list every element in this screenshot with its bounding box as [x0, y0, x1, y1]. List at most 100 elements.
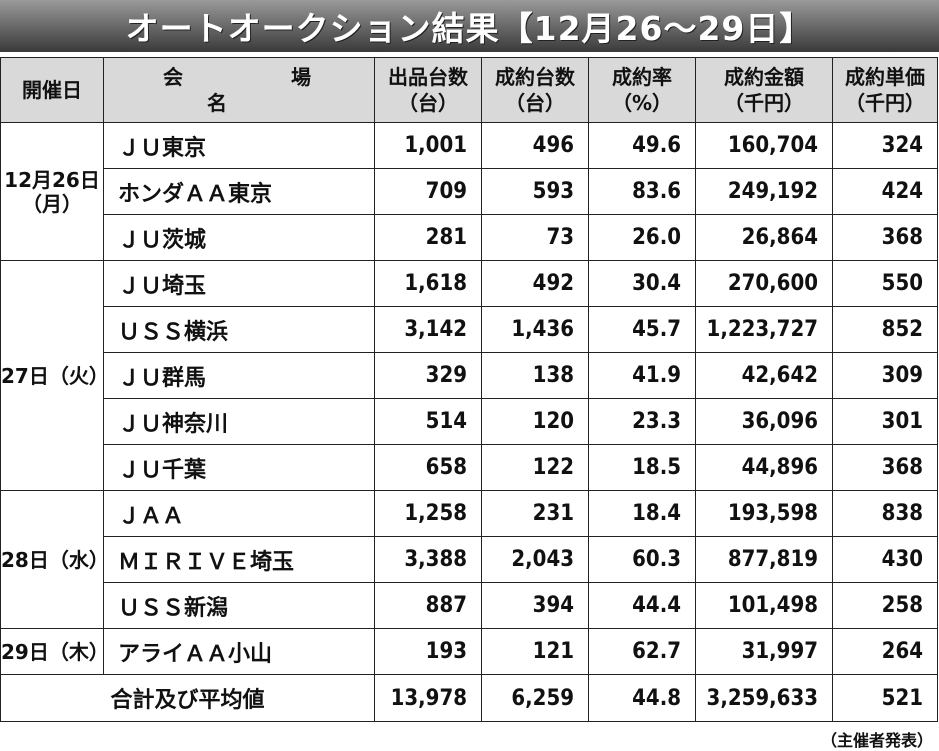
venue-cell: ＪＵ茨城 [103, 214, 375, 261]
page-title: オートオークション結果【12月26～29日】 [125, 9, 814, 48]
header-unit-price: 成約単価 （千円） [832, 57, 938, 123]
amount-cell: 249,192 [695, 168, 833, 215]
table-row: ホンダＡＡ東京 709 593 83.6 249,192 424 [1, 168, 938, 215]
amount-cell: 36,096 [695, 398, 833, 445]
table-row: 12月26日 （月） ＪＵ東京 1,001 496 49.6 160,704 324 [0, 122, 938, 261]
rate-cell: 41.9 [588, 352, 696, 399]
total-amount: 3,259,633 [695, 674, 833, 722]
sold-cell: 231 [481, 490, 589, 537]
table-row: ＵＳＳ横浜 3,142 1,436 45.7 1,223,727 852 [1, 306, 938, 353]
amount-cell: 877,819 [695, 536, 833, 583]
total-unit-price: 521 [832, 674, 938, 722]
source-note: （主催者発表） [820, 731, 933, 750]
date-line: 27日（火） [1, 363, 109, 388]
sold-cell: 1,436 [481, 306, 589, 353]
amount-cell: 101,498 [695, 582, 833, 629]
venue-cell: ＵＳＳ横浜 [103, 306, 375, 353]
unit-price-cell: 838 [832, 490, 938, 537]
total-row: 合計及び平均値 13,978 6,259 44.8 3,259,633 521 [0, 674, 938, 722]
rate-cell: 26.0 [588, 214, 696, 261]
unit-price-cell: 258 [832, 582, 938, 629]
amount-cell: 193,598 [695, 490, 833, 537]
rate-cell: 18.4 [588, 490, 696, 537]
rate-cell: 18.5 [588, 444, 696, 491]
unit-price-cell: 301 [832, 398, 938, 445]
venue-cell: ＭＩＲＩＶＥ埼玉 [103, 536, 375, 583]
sold-cell: 138 [481, 352, 589, 399]
total-rate: 44.8 [588, 674, 696, 722]
listed-cell: 3,388 [374, 536, 482, 583]
venue-cell: ＪＵ群馬 [103, 352, 375, 399]
listed-cell: 514 [374, 398, 482, 445]
table-row: ＪＵ神奈川 514 120 23.3 36,096 301 [1, 398, 938, 445]
unit-price-cell: 368 [832, 444, 938, 491]
unit-price-cell: 309 [832, 352, 938, 399]
amount-cell: 31,997 [695, 628, 833, 675]
venue-cell: ＪＡＡ [103, 490, 375, 537]
listed-cell: 887 [374, 582, 482, 629]
total-listed: 13,978 [374, 674, 482, 722]
header-amount: 成約金額 （千円） [695, 57, 833, 123]
venue-cell: ＵＳＳ新潟 [103, 582, 375, 629]
table-row: 27日（火） ＪＵ埼玉 1,618 492 30.4 270,600 550 [0, 260, 938, 491]
rate-cell: 30.4 [588, 260, 696, 307]
unit-price-cell: 550 [832, 260, 938, 307]
date-cell: 27日（火） [0, 260, 109, 491]
unit-price-cell: 264 [832, 628, 938, 675]
listed-cell: 1,001 [374, 122, 482, 169]
rate-cell: 44.4 [588, 582, 696, 629]
venue-cell: ＪＵ神奈川 [103, 398, 375, 445]
listed-cell: 658 [374, 444, 482, 491]
table-row: 28日（水） ＪＡＡ 1,258 231 18.4 193,598 838 [0, 490, 938, 629]
date-line: 12月26日 [4, 167, 100, 192]
listed-cell: 1,258 [374, 490, 482, 537]
table-body: 12月26日 （月） ＪＵ東京 1,001 496 49.6 160,704 324 ホンダＡＡ… [0, 122, 938, 675]
unit-price-cell: 368 [832, 214, 938, 261]
sold-cell: 120 [481, 398, 589, 445]
listed-cell: 193 [374, 628, 482, 675]
amount-cell: 1,223,727 [695, 306, 833, 353]
header-row: 開催日 会 場 名 出品台数 （台） 成約台数 （台） 成約率 （%） 成約金額 （千円… [0, 57, 938, 123]
sold-cell: 122 [481, 444, 589, 491]
table-row: 29日（木） アライＡＡ小山 193 121 62.7 31,997 264 [0, 628, 938, 675]
amount-cell: 44,896 [695, 444, 833, 491]
listed-cell: 3,142 [374, 306, 482, 353]
listed-cell: 1,618 [374, 260, 482, 307]
sold-cell: 73 [481, 214, 589, 261]
rate-cell: 62.7 [588, 628, 696, 675]
sold-cell: 492 [481, 260, 589, 307]
date-line: 28日（水） [1, 547, 109, 572]
rate-cell: 49.6 [588, 122, 696, 169]
venue-cell: アライＡＡ小山 [103, 628, 375, 675]
unit-price-cell: 424 [832, 168, 938, 215]
sold-cell: 496 [481, 122, 589, 169]
auction-results-table: 開催日 会 場 名 出品台数 （台） 成約台数 （台） 成約率 （%） 成約金額 （千円… [0, 57, 938, 722]
date-cell: 12月26日 （月） [0, 122, 104, 261]
rate-cell: 23.3 [588, 398, 696, 445]
rate-cell: 83.6 [588, 168, 696, 215]
venue-cell: ホンダＡＡ東京 [103, 168, 375, 215]
date-cell: 29日（木） [0, 628, 109, 675]
table-row: ＪＵ千葉 658 122 18.5 44,896 368 [1, 444, 938, 491]
date-line: 29日（木） [1, 639, 109, 664]
total-label: 合計及び平均値 [0, 674, 375, 722]
table-row: ＪＵ茨城 281 73 26.0 26,864 368 [1, 214, 938, 261]
header-venue: 会 場 名 [103, 57, 375, 123]
venue-cell: ＪＵ東京 [103, 122, 375, 169]
listed-cell: 329 [374, 352, 482, 399]
title-bar: オートオークション結果【12月26～29日】 [0, 0, 939, 52]
header-sold: 成約台数 （台） [481, 57, 589, 123]
amount-cell: 26,864 [695, 214, 833, 261]
listed-cell: 281 [374, 214, 482, 261]
rate-cell: 45.7 [588, 306, 696, 353]
unit-price-cell: 852 [832, 306, 938, 353]
amount-cell: 270,600 [695, 260, 833, 307]
header-rate: 成約率 （%） [588, 57, 696, 123]
venue-cell: ＪＵ埼玉 [103, 260, 375, 307]
sold-cell: 121 [481, 628, 589, 675]
venue-cell: ＪＵ千葉 [103, 444, 375, 491]
table-row: ＵＳＳ新潟 887 394 44.4 101,498 258 [1, 582, 938, 629]
header-date: 開催日 [0, 57, 104, 123]
sold-cell: 593 [481, 168, 589, 215]
listed-cell: 709 [374, 168, 482, 215]
